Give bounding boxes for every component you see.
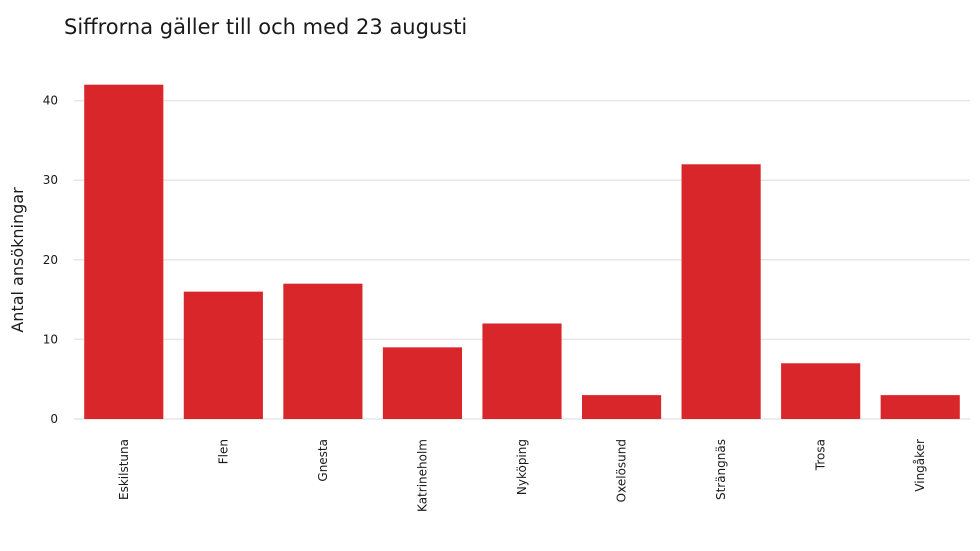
bar-8 (880, 395, 960, 419)
y-tick-label-1: 10 (43, 332, 58, 346)
bar-6 (681, 164, 761, 419)
bars (84, 84, 960, 420)
y-axis-ticks: 0 10 20 30 40 (43, 94, 58, 426)
bar-4 (482, 323, 562, 419)
x-tick-label-2: Gnesta (316, 439, 330, 482)
x-tick-label-7: Trosa (814, 439, 828, 471)
x-tick-label-0: Eskilstuna (117, 439, 131, 500)
bar-2 (283, 283, 363, 419)
x-tick-label-1: Flen (216, 439, 230, 464)
bar-0 (84, 84, 164, 420)
x-tick-label-8: Vingåker (913, 439, 927, 492)
y-tick-label-4: 40 (43, 94, 58, 108)
bar-1 (183, 291, 263, 419)
y-tick-label-0: 0 (50, 412, 58, 426)
y-axis-label: Antal ansökningar (8, 187, 27, 333)
x-tick-label-3: Katrineholm (415, 439, 429, 512)
x-tick-label-5: Oxelösund (615, 439, 629, 502)
y-tick-label-2: 20 (43, 253, 58, 267)
bar-7 (781, 363, 861, 419)
x-tick-label-6: Strängnäs (714, 439, 728, 500)
bar-5 (581, 395, 662, 419)
x-tick-label-4: Nyköping (515, 439, 529, 495)
bar-3 (382, 347, 463, 419)
x-axis-ticks: Eskilstuna Flen Gnesta Katrineholm Nyköping O… (117, 439, 927, 512)
chart-title: Siffrorna gäller till och med 23 augusti (64, 15, 467, 39)
y-tick-label-3: 30 (43, 173, 58, 187)
